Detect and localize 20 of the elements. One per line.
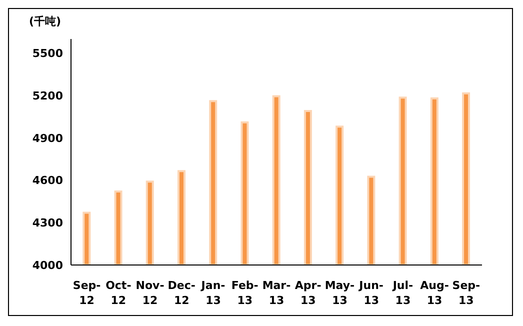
y-tick-label: 4000 bbox=[32, 258, 64, 272]
x-tick-label: Oct-12 bbox=[106, 279, 132, 307]
y-axis-title: (千吨) bbox=[29, 14, 62, 28]
y-tick-label: 4300 bbox=[32, 216, 64, 230]
x-tick-label: Apr-13 bbox=[294, 279, 322, 307]
x-tick-label: Jan-13 bbox=[200, 279, 226, 307]
y-tick-label: 5200 bbox=[32, 89, 64, 102]
x-tick-label: Jul-13 bbox=[392, 279, 414, 307]
x-tick-label: Nov-12 bbox=[136, 279, 164, 307]
x-tick-label: Aug-13 bbox=[420, 279, 449, 307]
x-tick-label: Feb-13 bbox=[231, 279, 258, 307]
x-tick-label: Sep-13 bbox=[452, 279, 480, 307]
x-tick-label: Sep-12 bbox=[72, 279, 101, 307]
x-tick-label: May-13 bbox=[324, 279, 355, 307]
y-tick-label: 4600 bbox=[32, 174, 64, 188]
x-tick-label: Jun-13 bbox=[358, 279, 384, 307]
y-tick-label: 4900 bbox=[32, 132, 64, 145]
y-tick-label: 5500 bbox=[32, 47, 64, 60]
x-tick-label: Dec-12 bbox=[168, 279, 196, 307]
x-tick-label: Mar-13 bbox=[262, 279, 291, 307]
